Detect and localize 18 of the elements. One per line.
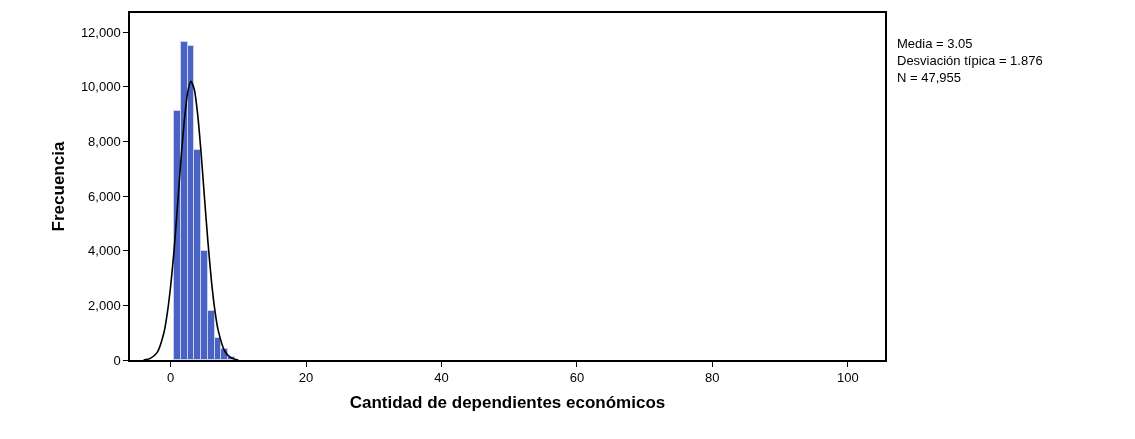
y-tick-label: 12,000 (80, 24, 121, 40)
x-tick-label: 100 (836, 370, 859, 386)
y-tick-label: 0 (113, 352, 121, 368)
x-tick-label: 60 (569, 370, 585, 386)
y-tick-label: 6,000 (88, 188, 121, 204)
y-axis-title: Frecuencia (48, 141, 68, 232)
y-tick-label: 4,000 (88, 243, 121, 259)
y-tick-label: 10,000 (80, 79, 121, 95)
text: N = 47,955 (897, 69, 961, 85)
text: Desviación típica = 1.876 (897, 52, 1043, 68)
x-axis-title: Cantidad de dependientes económicos (349, 393, 666, 413)
x-tick-label: 0 (167, 370, 175, 386)
x-tick-label: 80 (705, 370, 720, 386)
x-tick-label: 20 (298, 370, 314, 386)
text: Media = 3.05 (897, 36, 973, 51)
x-tick-label: 40 (434, 370, 449, 386)
y-tick-label: 2,000 (88, 297, 121, 313)
y-tick-label: 8,000 (88, 133, 121, 149)
